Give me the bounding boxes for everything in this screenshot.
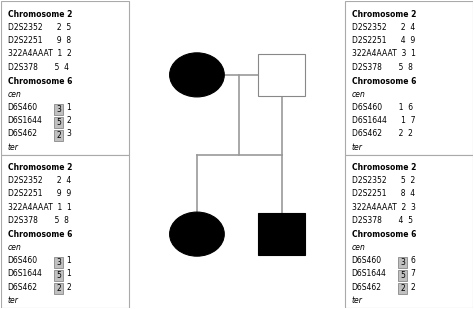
Text: cen: cen <box>352 90 365 99</box>
Text: 7: 7 <box>410 269 415 278</box>
Text: D6S462: D6S462 <box>8 282 37 291</box>
Text: 6: 6 <box>410 256 415 265</box>
Bar <box>398 283 407 294</box>
Text: cen: cen <box>352 243 365 252</box>
Text: Chromosome 6: Chromosome 6 <box>352 77 416 86</box>
Text: D6S1644      1  7: D6S1644 1 7 <box>352 116 415 125</box>
Bar <box>346 1 473 154</box>
Text: ter: ter <box>8 296 18 305</box>
Text: cen: cen <box>8 243 21 252</box>
Text: 2: 2 <box>66 116 71 125</box>
Text: 1: 1 <box>66 103 71 112</box>
Text: D6S1644: D6S1644 <box>352 269 386 278</box>
Text: D2S2352      2  5: D2S2352 2 5 <box>8 23 71 32</box>
Text: 322A4AAAT  3  1: 322A4AAAT 3 1 <box>352 49 415 58</box>
Text: 322A4AAAT  2  3: 322A4AAAT 2 3 <box>352 203 415 212</box>
Text: 3: 3 <box>66 129 71 138</box>
Text: D2S2251      9  8: D2S2251 9 8 <box>8 36 71 45</box>
Text: 5: 5 <box>56 271 61 280</box>
Bar <box>346 154 473 308</box>
Text: ter: ter <box>352 142 363 151</box>
Bar <box>54 270 63 281</box>
Bar <box>398 270 407 281</box>
Text: 5: 5 <box>56 118 61 127</box>
Text: 3: 3 <box>400 258 405 267</box>
Bar <box>54 283 63 294</box>
Text: D6S460: D6S460 <box>8 103 37 112</box>
Text: 2: 2 <box>56 284 61 293</box>
Text: Chromosome 2: Chromosome 2 <box>352 10 416 19</box>
Text: D6S460: D6S460 <box>352 256 382 265</box>
Text: D2S378       4  5: D2S378 4 5 <box>352 216 412 225</box>
Text: D2S378       5  8: D2S378 5 8 <box>352 63 412 72</box>
Text: D6S1644: D6S1644 <box>8 116 42 125</box>
Text: Chromosome 2: Chromosome 2 <box>8 10 72 19</box>
Text: 2: 2 <box>400 284 405 293</box>
Text: D6S460: D6S460 <box>8 256 37 265</box>
Bar <box>1 1 128 154</box>
Text: 3: 3 <box>56 258 61 267</box>
Bar <box>54 117 63 128</box>
Bar <box>54 104 63 115</box>
Text: D2S378       5  8: D2S378 5 8 <box>8 216 68 225</box>
Bar <box>54 257 63 268</box>
Text: D2S2352      2  4: D2S2352 2 4 <box>352 23 415 32</box>
Text: 3: 3 <box>56 105 61 114</box>
Text: D6S462: D6S462 <box>8 129 37 138</box>
Text: D6S462: D6S462 <box>352 282 382 291</box>
Text: ter: ter <box>352 296 363 305</box>
Text: D2S2251      4  9: D2S2251 4 9 <box>352 36 415 45</box>
Bar <box>258 54 305 95</box>
Text: 2: 2 <box>410 282 415 291</box>
Text: 1: 1 <box>66 256 71 265</box>
Text: Chromosome 2: Chromosome 2 <box>8 163 72 172</box>
Ellipse shape <box>170 53 224 97</box>
Text: 2: 2 <box>66 282 71 291</box>
Text: D2S2251      8  4: D2S2251 8 4 <box>352 189 415 198</box>
Text: D2S2352      2  4: D2S2352 2 4 <box>8 176 71 185</box>
Text: D2S378       5  4: D2S378 5 4 <box>8 63 69 72</box>
Ellipse shape <box>170 212 224 256</box>
Text: D2S2251      9  9: D2S2251 9 9 <box>8 189 71 198</box>
Bar <box>398 257 407 268</box>
Text: Chromosome 6: Chromosome 6 <box>8 230 72 239</box>
Text: Chromosome 2: Chromosome 2 <box>352 163 416 172</box>
Text: 322A4AAAT  1  1: 322A4AAAT 1 1 <box>8 203 71 212</box>
Text: cen: cen <box>8 90 21 99</box>
Text: Chromosome 6: Chromosome 6 <box>352 230 416 239</box>
Text: ter: ter <box>8 142 18 151</box>
Text: D2S2352      5  2: D2S2352 5 2 <box>352 176 415 185</box>
Text: Chromosome 6: Chromosome 6 <box>8 77 72 86</box>
Bar <box>258 214 305 255</box>
Text: D6S1644: D6S1644 <box>8 269 42 278</box>
Text: 1: 1 <box>66 269 71 278</box>
Bar <box>54 130 63 141</box>
Text: 5: 5 <box>400 271 405 280</box>
Text: D6S460       1  6: D6S460 1 6 <box>352 103 413 112</box>
Bar <box>1 154 128 308</box>
Text: D6S462       2  2: D6S462 2 2 <box>352 129 412 138</box>
Text: 2: 2 <box>56 131 61 140</box>
Text: 322A4AAAT  1  2: 322A4AAAT 1 2 <box>8 49 71 58</box>
